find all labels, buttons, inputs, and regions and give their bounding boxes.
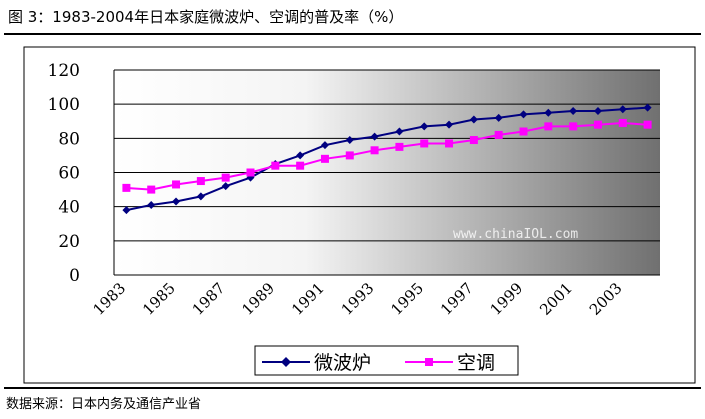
- data-point: [544, 122, 553, 131]
- data-point: [246, 168, 255, 177]
- legend-label-microwave: 微波炉: [314, 352, 371, 374]
- data-point: [544, 108, 553, 117]
- data-point: [593, 107, 602, 115]
- data-point: [320, 141, 329, 150]
- y-tick-label: 100: [48, 95, 80, 115]
- data-point: [569, 122, 578, 131]
- data-point: [494, 130, 503, 139]
- data-point: [122, 206, 131, 215]
- data-point: [519, 127, 528, 136]
- y-tick-label: 120: [48, 61, 80, 81]
- legend-label-ac: 空调: [457, 352, 495, 374]
- legend-marker-ac: [425, 358, 433, 366]
- data-point: [420, 139, 429, 148]
- y-tick-label: 0: [69, 266, 80, 286]
- data-point: [643, 103, 652, 112]
- data-point: [147, 200, 156, 209]
- data-point: [296, 161, 305, 170]
- watermark: www.chinaIOL.com: [453, 227, 578, 242]
- data-point: [643, 120, 652, 129]
- data-point: [221, 173, 230, 182]
- data-point: [196, 177, 205, 186]
- legend-marker-microwave: [281, 357, 291, 367]
- legend-item-microwave: 微波炉: [262, 352, 371, 374]
- data-point: [172, 197, 181, 206]
- source-note: 数据来源：日本内务及通信产业省: [6, 397, 202, 412]
- figure-title: 图 3：1983-2004年日本家庭微波炉、空调的普及率（%）: [8, 8, 404, 26]
- data-point: [569, 107, 578, 115]
- data-point: [445, 139, 454, 148]
- data-point: [345, 136, 354, 145]
- data-point: [196, 192, 205, 201]
- data-point: [221, 182, 230, 191]
- series-ac: [122, 118, 652, 194]
- y-tick-label: 40: [58, 198, 80, 218]
- data-point: [420, 122, 429, 131]
- data-point: [172, 180, 181, 189]
- legend-box: [254, 345, 519, 376]
- data-point: [395, 142, 404, 151]
- data-point: [469, 136, 478, 145]
- y-tick-label: 60: [58, 164, 80, 184]
- data-point: [271, 161, 280, 170]
- data-point: [320, 154, 329, 163]
- data-point: [494, 113, 503, 122]
- data-point: [370, 146, 379, 155]
- data-point: [519, 110, 528, 119]
- data-point: [122, 183, 131, 192]
- data-point: [345, 151, 354, 160]
- bottom-rule: [4, 387, 701, 389]
- series-line: [126, 106, 648, 212]
- data-point: [395, 127, 404, 136]
- y-tick-label: 80: [58, 129, 80, 149]
- data-point: [445, 120, 454, 129]
- data-point: [618, 118, 627, 127]
- data-point: [147, 185, 156, 194]
- legend-item-ac: 空调: [405, 352, 495, 374]
- data-point: [370, 132, 379, 141]
- data-point: [593, 120, 602, 129]
- data-point: [296, 151, 305, 160]
- data-point: [469, 115, 478, 124]
- y-tick-label: 20: [58, 232, 80, 252]
- top-rule: [4, 33, 701, 35]
- series-line: [126, 121, 648, 191]
- data-point: [618, 105, 627, 114]
